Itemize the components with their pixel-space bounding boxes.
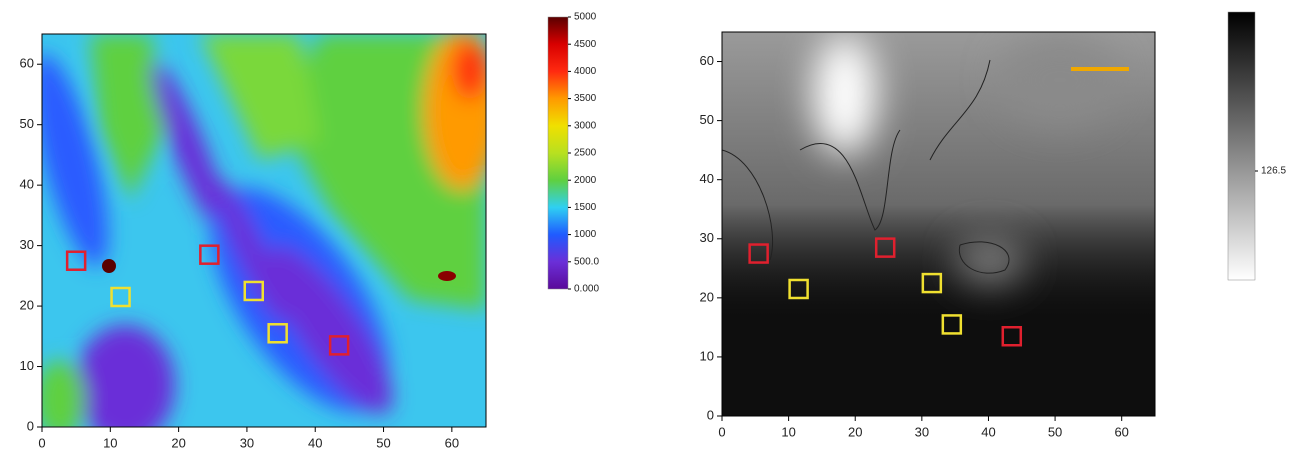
colorbar-tick-label: 500.0 xyxy=(574,256,599,267)
y-tick-label: 20 xyxy=(700,289,714,304)
y-tick-label: 50 xyxy=(700,112,714,127)
y-tick-label: 0 xyxy=(27,418,34,433)
y-tick-label: 40 xyxy=(700,171,714,186)
roi-marker xyxy=(748,243,769,264)
y-tick-label: 30 xyxy=(700,230,714,245)
x-tick-label: 10 xyxy=(103,435,117,450)
y-tick-label: 0 xyxy=(707,407,714,422)
colorbar-tick-label: 1500 xyxy=(574,202,597,213)
x-tick-label: 50 xyxy=(1048,424,1062,439)
y-tick-label: 10 xyxy=(20,358,34,373)
roi-marker xyxy=(110,286,131,308)
x-tick-label: 30 xyxy=(915,424,929,439)
heatmap-image xyxy=(42,34,486,427)
roi-marker xyxy=(921,272,943,294)
y-tick-label: 10 xyxy=(700,348,714,363)
colorbar-tick-label: 3500 xyxy=(574,93,597,104)
colorbar-tick-label: 2500 xyxy=(574,148,597,159)
roi-marker xyxy=(874,237,896,258)
colorbar-tick-label: 0.000 xyxy=(574,284,599,295)
colorbar xyxy=(1227,11,1256,281)
x-tick-label: 60 xyxy=(1114,424,1128,439)
y-tick-label: 50 xyxy=(20,116,34,131)
x-tick-label: 20 xyxy=(171,435,185,450)
colorbar-tick-label: 5000 xyxy=(574,12,597,23)
colorbar-tick-label: 3000 xyxy=(574,120,597,131)
x-tick-label: 60 xyxy=(445,435,459,450)
x-tick-label: 0 xyxy=(718,424,725,439)
colorbar-tick-label: 4500 xyxy=(574,39,597,50)
roi-marker xyxy=(1001,325,1023,347)
roi-marker xyxy=(243,280,265,302)
x-tick-label: 20 xyxy=(848,424,862,439)
roi-marker xyxy=(65,250,87,271)
x-tick-label: 50 xyxy=(376,435,390,450)
y-tick-label: 40 xyxy=(20,177,34,192)
colorbar-tick-label: 4000 xyxy=(574,66,597,77)
plot-frame xyxy=(721,31,1156,417)
roi-marker xyxy=(941,314,963,335)
heatmap-image xyxy=(722,32,1155,416)
y-tick-label: 60 xyxy=(700,53,714,68)
x-tick-label: 0 xyxy=(38,435,45,450)
roi-marker xyxy=(267,323,288,344)
y-tick-label: 60 xyxy=(20,56,34,71)
roi-marker xyxy=(199,244,220,265)
y-tick-label: 30 xyxy=(20,237,34,252)
colorbar-tick-label: 1000 xyxy=(574,229,597,240)
roi-marker xyxy=(788,278,809,300)
plot-frame xyxy=(41,33,487,428)
colorbar-tick-label: 2000 xyxy=(574,175,597,186)
x-tick-label: 40 xyxy=(308,435,322,450)
x-tick-label: 30 xyxy=(240,435,254,450)
y-tick-label: 20 xyxy=(20,298,34,313)
colorbar-tick-label: 126.5 xyxy=(1261,166,1286,177)
roi-marker xyxy=(328,335,350,356)
colorbar xyxy=(547,16,569,290)
x-tick-label: 10 xyxy=(781,424,795,439)
x-tick-label: 40 xyxy=(981,424,995,439)
